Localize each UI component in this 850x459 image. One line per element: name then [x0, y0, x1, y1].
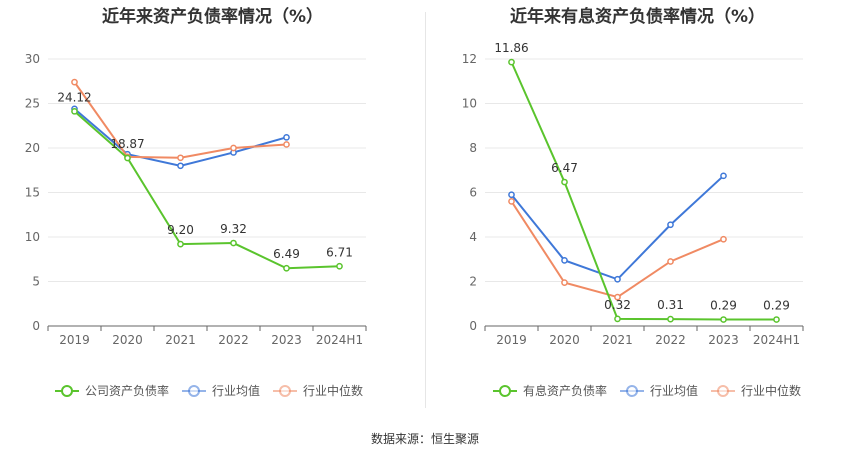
- y-tick-label: 0: [32, 319, 40, 333]
- y-tick-label: 8: [469, 141, 477, 155]
- series-line: [73, 110, 340, 270]
- x-tick-label: 2020: [549, 333, 580, 347]
- data-label: 0.32: [604, 298, 631, 312]
- data-label: 0.29: [710, 299, 737, 313]
- data-point: [773, 316, 780, 323]
- data-point: [71, 107, 78, 115]
- legend-label: 公司资产负债率: [85, 383, 169, 398]
- chart-title-right: 近年来有息资产负债率情况（%）: [509, 7, 766, 27]
- legend-swatch-marker: [61, 385, 73, 397]
- data-point: [508, 58, 515, 66]
- y-tick-label: 25: [25, 97, 40, 111]
- data-label: 0.31: [657, 298, 684, 312]
- data-point: [667, 315, 674, 323]
- data-point: [667, 258, 674, 265]
- data-label: 0.29: [763, 299, 790, 313]
- legend-item[interactable]: 有息资产负债率: [493, 383, 607, 398]
- data-point: [283, 133, 290, 141]
- data-point: [667, 221, 674, 229]
- data-point: [283, 264, 290, 272]
- data-label: 24.12: [57, 90, 91, 104]
- data-point: [71, 78, 78, 86]
- data-point: [614, 293, 621, 301]
- data-source-note: 数据来源：恒生聚源: [370, 432, 479, 446]
- x-tick-label: 2023: [708, 333, 739, 347]
- series-line: [73, 81, 287, 159]
- data-point: [508, 191, 515, 199]
- data-label: 11.86: [494, 41, 528, 55]
- y-tick-label: 20: [25, 141, 40, 155]
- data-point: [561, 257, 568, 264]
- data-point: [720, 172, 727, 180]
- data-point: [124, 154, 131, 162]
- legend-label: 行业均值: [650, 383, 698, 398]
- data-point: [336, 262, 343, 270]
- data-point: [561, 279, 568, 286]
- data-label: 18.87: [110, 137, 144, 151]
- y-tick-label: 4: [469, 230, 477, 244]
- legend-swatch-marker: [626, 385, 638, 397]
- y-tick-label: 30: [25, 52, 40, 66]
- legend-swatch-marker: [717, 385, 729, 397]
- y-tick-label: 10: [462, 97, 477, 111]
- data-point: [177, 154, 184, 162]
- legend-label: 行业中位数: [741, 383, 801, 398]
- series-line: [510, 200, 724, 299]
- y-tick-label: 15: [25, 186, 40, 200]
- legend-item[interactable]: 行业均值: [182, 383, 260, 398]
- data-label: 9.20: [167, 223, 194, 237]
- y-tick-label: 12: [462, 52, 477, 66]
- data-point: [177, 162, 184, 170]
- legend-item[interactable]: 行业均值: [620, 383, 698, 398]
- data-point: [177, 240, 184, 248]
- data-label: 9.32: [220, 222, 247, 236]
- x-tick-label: 2023: [271, 333, 302, 347]
- y-tick-label: 0: [469, 319, 477, 333]
- panel-divider: [425, 12, 426, 408]
- data-point: [283, 141, 290, 148]
- chart-title-left: 近年来资产负债率情况（%）: [101, 7, 324, 27]
- legend-label: 有息资产负债率: [523, 383, 607, 398]
- x-tick-label: 2019: [496, 333, 527, 347]
- data-point: [614, 275, 621, 283]
- y-tick-label: 5: [32, 275, 40, 289]
- x-tick-label: 2022: [655, 333, 686, 347]
- chart-right: 0 2 4 6 8 10 12 2019 2020 2021 2022 2023 2024H1 11.86…: [462, 41, 804, 398]
- data-label: 6.49: [273, 247, 300, 261]
- legend-swatch-marker: [279, 385, 291, 397]
- legend-swatch-marker: [499, 385, 511, 397]
- data-point: [561, 178, 568, 186]
- legend-item[interactable]: 公司资产负债率: [55, 383, 169, 398]
- series-line: [510, 61, 777, 321]
- data-point: [614, 315, 621, 323]
- y-tick-label: 6: [469, 186, 477, 200]
- data-point: [230, 239, 237, 247]
- x-tick-label: 2021: [602, 333, 633, 347]
- data-point: [720, 316, 727, 323]
- legend-swatch-marker: [188, 385, 200, 397]
- legend-item[interactable]: 行业中位数: [711, 383, 801, 398]
- y-tick-label: 10: [25, 230, 40, 244]
- data-label: 6.71: [326, 245, 353, 259]
- x-tick-label: 2024H1: [753, 333, 800, 347]
- x-tick-label: 2019: [59, 333, 90, 347]
- legend-label: 行业均值: [212, 383, 260, 398]
- data-label: 6.47: [551, 161, 578, 175]
- legend-item[interactable]: 行业中位数: [273, 383, 363, 398]
- chart-left: 0 5 10 15 20 25 30 2019 2020 2021 2022 2023 2024H1 24…: [25, 52, 367, 398]
- data-point: [230, 144, 237, 152]
- data-point: [508, 198, 515, 205]
- series-line: [510, 175, 725, 281]
- x-tick-label: 2022: [218, 333, 249, 347]
- legend-label: 行业中位数: [303, 383, 363, 398]
- y-tick-label: 2: [469, 275, 477, 289]
- x-tick-label: 2021: [165, 333, 196, 347]
- data-point: [720, 235, 727, 243]
- x-tick-label: 2020: [112, 333, 143, 347]
- x-tick-label: 2024H1: [316, 333, 363, 347]
